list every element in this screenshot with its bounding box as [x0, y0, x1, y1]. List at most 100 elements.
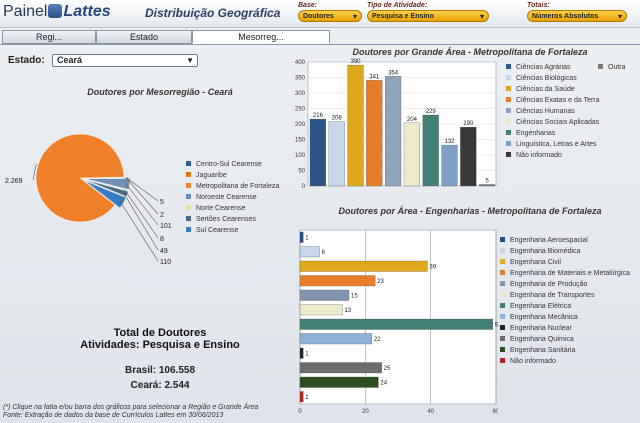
hbar-legend-item[interactable]: Engenharia Sanitária — [500, 345, 630, 356]
bar-data-label: 132 — [444, 139, 455, 145]
hbar-legend-item[interactable]: Engenharia Biomédica — [500, 246, 630, 257]
bar-legend-item[interactable]: Outra — [598, 62, 626, 73]
bar[interactable] — [347, 64, 364, 187]
pie-legend-label: Norte Cearense — [196, 205, 246, 212]
chevron-down-icon: ▼ — [186, 56, 194, 65]
hbar[interactable] — [299, 362, 382, 374]
filter-base-select[interactable]: Doutores — [298, 10, 362, 22]
pie-legend-item[interactable]: Metropolitana de Fortaleza — [186, 181, 279, 192]
pie-data-label: 5 — [160, 199, 164, 206]
hbar-legend-item[interactable]: Engenharia de Materiais e Metalúrgica — [500, 268, 630, 279]
hbar-legend-label: Engenharia de Transportes — [510, 292, 595, 299]
bar-legend-item[interactable]: Ciências Biológicas — [506, 73, 600, 84]
bar-legend-item[interactable]: Linguística, Letras e Artes — [506, 139, 600, 150]
bar-legend-item[interactable]: Engenharias — [506, 128, 600, 139]
bar-legend-extra: Outra — [598, 62, 626, 73]
hbar[interactable] — [299, 231, 304, 243]
hbar-data-label: 24 — [380, 380, 387, 386]
bar[interactable] — [309, 118, 326, 187]
pie-legend-item[interactable]: Centro-Sul Cearense — [186, 159, 279, 170]
pie-slice[interactable] — [85, 180, 127, 209]
pie-legend-item[interactable]: Jaguaribe — [186, 170, 279, 181]
hbar-legend: Engenharia Aeroespacial Engenharia Bioméd… — [500, 235, 630, 367]
bar[interactable] — [366, 80, 383, 187]
bar-chart: 0 50 100 150 200 250 300 350 400 216 208 390 341 354 2… — [295, 59, 497, 190]
bar-legend-label: Engenharias — [516, 130, 556, 137]
bar[interactable] — [385, 76, 402, 187]
page-title: Distribuição Geográfica — [145, 6, 281, 20]
filter-base: Base: Doutores — [298, 1, 362, 22]
bar[interactable] — [441, 144, 458, 187]
tab-regiao[interactable]: Regi... — [2, 30, 96, 44]
hbar-legend-item[interactable]: Engenharia de Produção — [500, 279, 630, 290]
hbar[interactable] — [299, 333, 373, 345]
pie-leader-line — [32, 163, 37, 181]
bar-data-label: 208 — [332, 116, 343, 122]
tab-mesorregiao[interactable]: Mesorreg... — [192, 30, 330, 44]
hbar-legend-item[interactable]: Engenharia Elétrica — [500, 301, 630, 312]
bar-data-label: 204 — [407, 117, 418, 123]
pie-leader-line — [119, 200, 159, 262]
pie-legend-label: Sul Cearense — [196, 227, 239, 234]
bar[interactable] — [479, 184, 496, 187]
hbar-legend-item[interactable]: Engenharia Química — [500, 334, 630, 345]
totals-block: Total de Doutores Atividades: Pesquisa e… — [40, 327, 280, 351]
pie-legend-item[interactable]: Sertões Cearenses — [186, 214, 279, 225]
hbar[interactable] — [299, 304, 343, 316]
filter-activity: Tipo de Atividade: Pesquisa e Ensino — [367, 1, 489, 22]
bar[interactable] — [422, 114, 439, 187]
hbar-legend-item[interactable]: Não informado — [500, 356, 630, 367]
bar-legend-item[interactable]: Não informado — [506, 150, 600, 161]
hbar-legend-label: Engenharia Sanitária — [510, 347, 576, 354]
hbar-legend-label: Engenharia Biomédica — [510, 248, 581, 255]
app-header: Painel Lattes Distribuição Geográfica Bas… — [0, 0, 640, 28]
hbar[interactable] — [299, 391, 304, 403]
hbar[interactable] — [299, 318, 493, 330]
filter-totals-select[interactable]: Números Absolutos — [527, 10, 627, 22]
tab-estado[interactable]: Estado — [96, 30, 192, 44]
pie-leader-line — [123, 192, 159, 251]
hbar[interactable] — [299, 260, 428, 272]
bar-legend-label: Linguística, Letras e Artes — [516, 141, 597, 148]
hbar[interactable] — [299, 275, 376, 287]
bar-legend-item[interactable]: Ciências Sociais Aplicadas — [506, 117, 600, 128]
hbar-legend-item[interactable]: Engenharia Aeroespacial — [500, 235, 630, 246]
bar-legend-item[interactable]: Ciências Agrárias — [506, 62, 600, 73]
bar-legend-swatch — [506, 152, 511, 157]
hbar-legend-item[interactable]: Engenharia Mecânica — [500, 312, 630, 323]
bar-y-tick: 250 — [295, 107, 306, 113]
bar-legend-swatch — [506, 64, 511, 69]
pie-slice[interactable] — [85, 178, 131, 190]
hbar[interactable] — [299, 347, 304, 359]
bar-legend-item[interactable]: Ciências Humanas — [506, 106, 600, 117]
bar-y-tick: 350 — [295, 76, 306, 82]
bar-legend-item[interactable]: Ciências Exatas e da Terra — [506, 95, 600, 106]
bar-legend-swatch — [506, 108, 511, 113]
pie-legend: Centro-Sul Cearense Jaguaribe Metropolitan… — [186, 159, 279, 236]
hbar[interactable] — [299, 289, 350, 301]
pie-legend-item[interactable]: Sul Cearense — [186, 225, 279, 236]
hbar-legend-item[interactable]: Engenharia de Transportes — [500, 290, 630, 301]
hbar[interactable] — [299, 246, 320, 258]
pie-data-label: 2 — [160, 212, 164, 219]
hbar-legend-item[interactable]: Engenharia Civil — [500, 257, 630, 268]
pie-slice[interactable] — [35, 133, 125, 223]
hbar-legend-item[interactable]: Engenharia Nuclear — [500, 323, 630, 334]
hbar-chart: 0 20 40 60 1 6 39 23 15 13 59 22 1 25 24 1 — [298, 229, 498, 415]
filter-activity-select[interactable]: Pesquisa e Ensino — [367, 10, 489, 22]
hbar-legend-label: Engenharia Mecânica — [510, 314, 578, 321]
estado-select[interactable]: Ceará ▼ — [52, 54, 198, 67]
bar[interactable] — [328, 121, 345, 187]
bar-legend-item[interactable]: Ciências da Saúde — [506, 84, 600, 95]
pie-slice[interactable] — [85, 179, 129, 192]
hbar[interactable] — [299, 376, 379, 388]
hbar-data-label: 22 — [374, 337, 381, 343]
bar[interactable] — [460, 126, 477, 187]
bar-data-label: 390 — [350, 59, 361, 65]
hbar-legend-swatch — [500, 314, 505, 319]
logo-text-lattes: Lattes — [63, 3, 111, 20]
bar[interactable] — [403, 122, 420, 187]
pie-legend-item[interactable]: Norte Cearense — [186, 203, 279, 214]
pie-legend-item[interactable]: Noroeste Cearense — [186, 192, 279, 203]
hbar-legend-swatch — [500, 281, 505, 286]
